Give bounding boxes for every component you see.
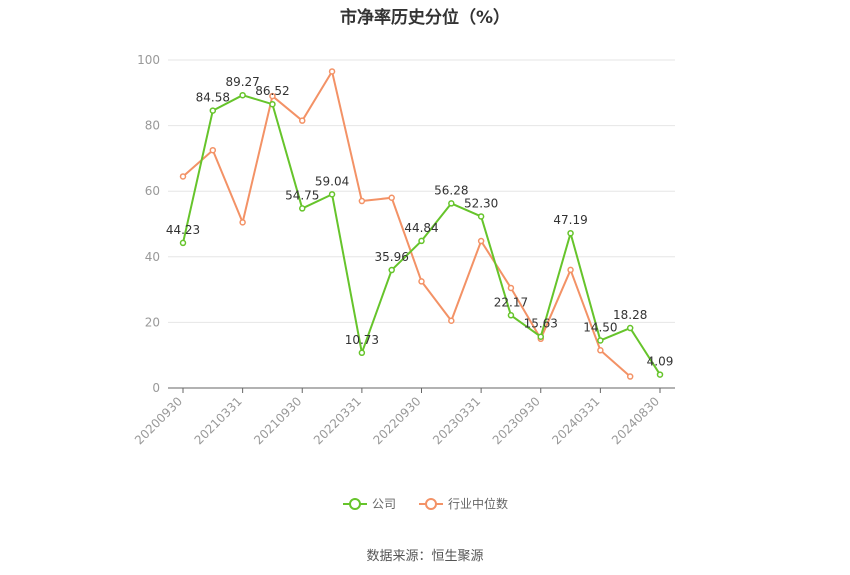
data-point-industry-median — [418, 278, 425, 285]
data-point-company — [418, 237, 425, 245]
legend-marker-company — [342, 497, 367, 510]
data-label-company: 59.04 — [315, 174, 349, 188]
data-label-company: 56.28 — [434, 183, 468, 197]
data-label-company: 10.73 — [345, 333, 379, 347]
data-label-company: 44.84 — [404, 221, 438, 235]
data-label-company: 84.58 — [196, 91, 230, 105]
data-point-company — [179, 239, 187, 247]
y-tick-label: 80 — [145, 119, 160, 133]
data-point-industry-median — [477, 237, 485, 245]
data-label-company: 86.52 — [255, 84, 289, 98]
data-point-industry-median — [239, 219, 246, 226]
data-point-company — [567, 229, 574, 237]
y-tick-label: 0 — [152, 381, 160, 395]
data-point-industry-median — [626, 373, 634, 380]
data-label-company: 52.30 — [464, 196, 498, 210]
legend-item-company[interactable]: 公司 — [342, 495, 396, 512]
data-point-industry-median — [567, 266, 574, 274]
y-tick-label: 40 — [145, 250, 160, 264]
data-label-company: 54.75 — [285, 188, 319, 202]
data-point-company — [388, 266, 395, 274]
data-label-company: 18.28 — [613, 308, 647, 322]
data-label-company: 47.19 — [553, 213, 587, 227]
data-point-industry-median — [299, 117, 306, 124]
legend: 公司 行业中位数 — [0, 495, 850, 512]
data-point-company — [358, 349, 366, 357]
data-point-company — [656, 371, 664, 378]
series-layer — [179, 68, 664, 380]
data-point-industry-median — [179, 173, 187, 180]
data-point-industry-median — [209, 146, 217, 154]
x-tick-label: 20230930 — [490, 394, 543, 447]
data-point-company — [299, 205, 306, 212]
data-point-industry-median — [358, 197, 366, 205]
data-label-company: 44.23 — [166, 223, 200, 237]
chart-title: 市净率历史分位（%） — [339, 8, 511, 28]
data-label-company: 89.27 — [225, 75, 259, 89]
x-tick-label: 20230331 — [430, 394, 483, 447]
data-point-company — [269, 100, 276, 108]
x-tick-label: 20220930 — [371, 394, 424, 447]
y-tick-label: 20 — [145, 315, 160, 329]
data-point-company — [626, 324, 634, 332]
source-note: 数据来源：恒生聚源 — [366, 549, 484, 564]
data-point-industry-median — [328, 68, 336, 75]
x-tick-label: 20200930 — [132, 394, 185, 447]
data-point-company — [239, 91, 246, 99]
data-point-company — [328, 191, 336, 198]
data-point-company — [477, 213, 485, 220]
data-point-industry-median — [597, 347, 604, 354]
y-tick-label: 60 — [145, 184, 160, 198]
legend-item-industry-median[interactable]: 行业中位数 — [418, 495, 508, 512]
data-point-company — [597, 337, 604, 344]
x-tick-label: 20220331 — [311, 394, 364, 447]
legend-marker-industry-median — [419, 497, 443, 510]
data-label-company: 35.96 — [375, 250, 409, 264]
series-line-industry-median — [182, 70, 631, 378]
data-point-company — [448, 200, 455, 207]
data-label-company: 4.09 — [647, 355, 674, 369]
x-tick-label: 20240331 — [549, 394, 602, 447]
x-tick-label: 20210930 — [251, 394, 304, 447]
legend-label-industry-median: 行业中位数 — [448, 497, 509, 511]
data-point-company — [537, 333, 544, 340]
data-point-company — [507, 312, 515, 319]
data-point-industry-median — [269, 92, 276, 100]
data-label-company: 15.63 — [524, 317, 558, 331]
data-label-company: 14.50 — [583, 320, 617, 334]
x-tick-label: 20210331 — [192, 394, 245, 447]
y-tick-label: 100 — [137, 53, 160, 67]
data-point-industry-median — [507, 284, 515, 292]
data-point-industry-median — [388, 194, 395, 202]
data-point-industry-median — [448, 317, 455, 325]
x-tick-label: 20240830 — [609, 394, 662, 447]
data-point-company — [209, 107, 217, 114]
legend-label-company: 公司 — [371, 497, 396, 511]
data-label-company: 22.17 — [494, 295, 528, 309]
